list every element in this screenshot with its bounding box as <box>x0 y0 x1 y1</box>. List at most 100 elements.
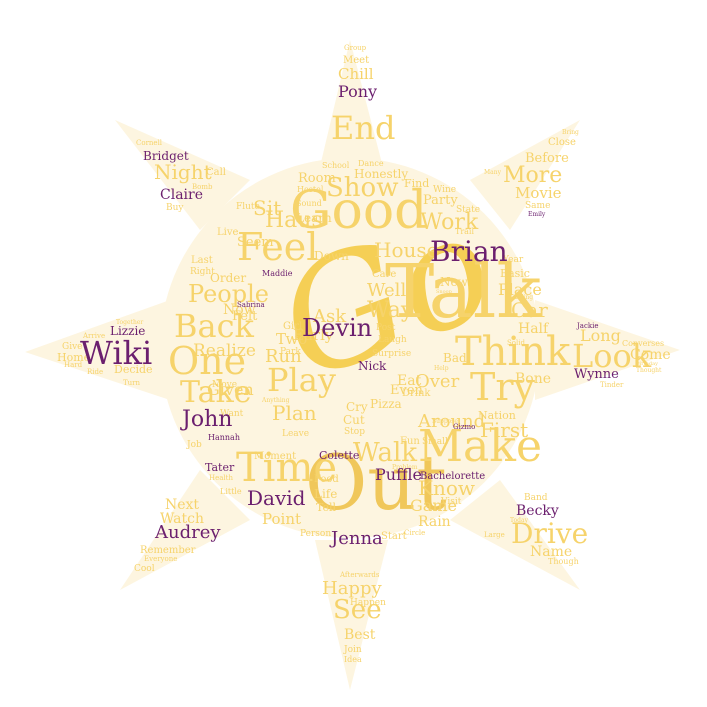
word-hostel: Hostel <box>297 185 324 194</box>
word-play: Play <box>267 361 336 399</box>
word-gizmo: Gizmo <box>453 423 476 431</box>
word-state: State <box>456 205 481 215</box>
word-today: Today <box>510 517 528 524</box>
word-john: John <box>182 407 233 432</box>
word-buy: Buy <box>166 203 184 213</box>
word-birthday: Birthday <box>636 361 658 367</box>
word-more: More <box>503 163 563 188</box>
word-out: Out <box>305 438 447 527</box>
word-together: Together <box>116 319 144 326</box>
word-felt: Felt <box>232 309 258 324</box>
word-nick: Nick <box>358 359 387 373</box>
word-sit: Sit <box>253 196 282 220</box>
word-large: Large <box>484 531 505 539</box>
word-job: Job <box>187 440 202 450</box>
word-though: Though <box>548 557 579 566</box>
sun-disc <box>160 158 540 538</box>
word-one: One <box>168 339 247 383</box>
word-park: Park <box>280 347 301 357</box>
word-trail: Trail <box>455 227 475 236</box>
word-colette: Colette <box>319 449 360 462</box>
word-room: Room <box>298 171 336 186</box>
word-talk: Talk <box>385 249 542 335</box>
word-surprise: Surprise <box>372 349 412 359</box>
word-cool: Cool <box>134 564 155 574</box>
word-bring: Bring <box>562 129 579 136</box>
ray-top <box>318 40 385 175</box>
word-becky: Becky <box>516 503 559 519</box>
ray-top-left <box>115 120 250 230</box>
word-over: Over <box>415 371 460 392</box>
word-learn: Learn <box>296 211 332 225</box>
word-come: Come <box>630 347 671 363</box>
word-take: Take <box>180 375 252 410</box>
word-seem: Seem <box>237 235 274 250</box>
word-emily: Emily <box>528 211 546 218</box>
word-party: Party <box>423 193 458 208</box>
word-close: Close <box>548 137 576 148</box>
word-everyone: Everyone <box>144 555 178 563</box>
word-health: Health <box>209 474 233 482</box>
word-last: Last <box>191 255 213 266</box>
word-chill: Chill <box>338 65 374 83</box>
word-car: Car <box>511 298 548 322</box>
word-way: Way <box>367 298 414 323</box>
word-small: Small <box>422 437 448 447</box>
word-many: Many <box>484 169 501 176</box>
word-back: Back <box>174 307 254 345</box>
word-join: Join <box>344 645 362 655</box>
word-cut: Cut <box>343 413 365 427</box>
word-bridget: Bridget <box>143 149 189 163</box>
word-order: Order <box>210 271 247 285</box>
word-hannah: Hannah <box>208 433 240 442</box>
word-walk: Walk <box>353 438 418 468</box>
word-movie: Movie <box>515 184 562 202</box>
word-feel: Feel <box>237 225 319 269</box>
word-bachelorette: Bachelorette <box>420 471 486 482</box>
word-move: Move <box>212 380 238 390</box>
word-bad: Bad <box>443 351 467 365</box>
word-tell: Tell <box>316 501 337 514</box>
word-know: Know <box>418 476 475 500</box>
word-problem: Problem <box>392 464 418 471</box>
word-post: Post <box>376 323 396 333</box>
word-people: People <box>188 280 269 308</box>
word-point: Point <box>262 510 302 528</box>
word-call: Call <box>206 167 227 178</box>
word-thought: Thought <box>636 367 662 374</box>
word-jenna: Jenna <box>331 528 383 549</box>
word-try: Try <box>470 365 535 409</box>
word-afterwards: Afterwards <box>340 571 380 579</box>
word-good: Good <box>290 181 428 241</box>
word-see: See <box>333 595 382 625</box>
word-rain: Rain <box>418 514 451 530</box>
word-cry: Cry <box>346 400 368 414</box>
ray-top-right <box>470 120 580 230</box>
ray-bottom-right <box>450 480 580 590</box>
word-hard: Hard <box>64 361 83 369</box>
word-wine: Wine <box>433 185 457 195</box>
word-honestly: Honestly <box>354 167 409 181</box>
word-converses: Converses <box>622 339 665 348</box>
word-school: School <box>322 161 350 170</box>
word-make: Make <box>418 421 542 472</box>
word-around: Around <box>418 411 486 432</box>
word-tater: Tater <box>205 461 235 474</box>
word-leave: Leave <box>282 429 310 439</box>
word-realize: Realize <box>193 341 256 361</box>
word-brian: Brian <box>430 235 508 268</box>
word-group: Group <box>344 44 367 52</box>
word-find: Find <box>404 177 430 190</box>
word-wiki: Wiki <box>80 334 153 372</box>
word-life: Life <box>314 487 338 501</box>
word-meet: Meet <box>343 55 370 66</box>
ray-bottom-left <box>120 470 250 590</box>
word-visit: Visit <box>441 497 462 507</box>
word-turn: Turn <box>123 379 141 387</box>
word-devin: Devin <box>302 314 373 342</box>
word-remember: Remember <box>140 545 196 556</box>
word-look: Look <box>572 337 652 375</box>
word-laugh: Laugh <box>378 335 407 345</box>
word-now: Now <box>223 302 256 318</box>
